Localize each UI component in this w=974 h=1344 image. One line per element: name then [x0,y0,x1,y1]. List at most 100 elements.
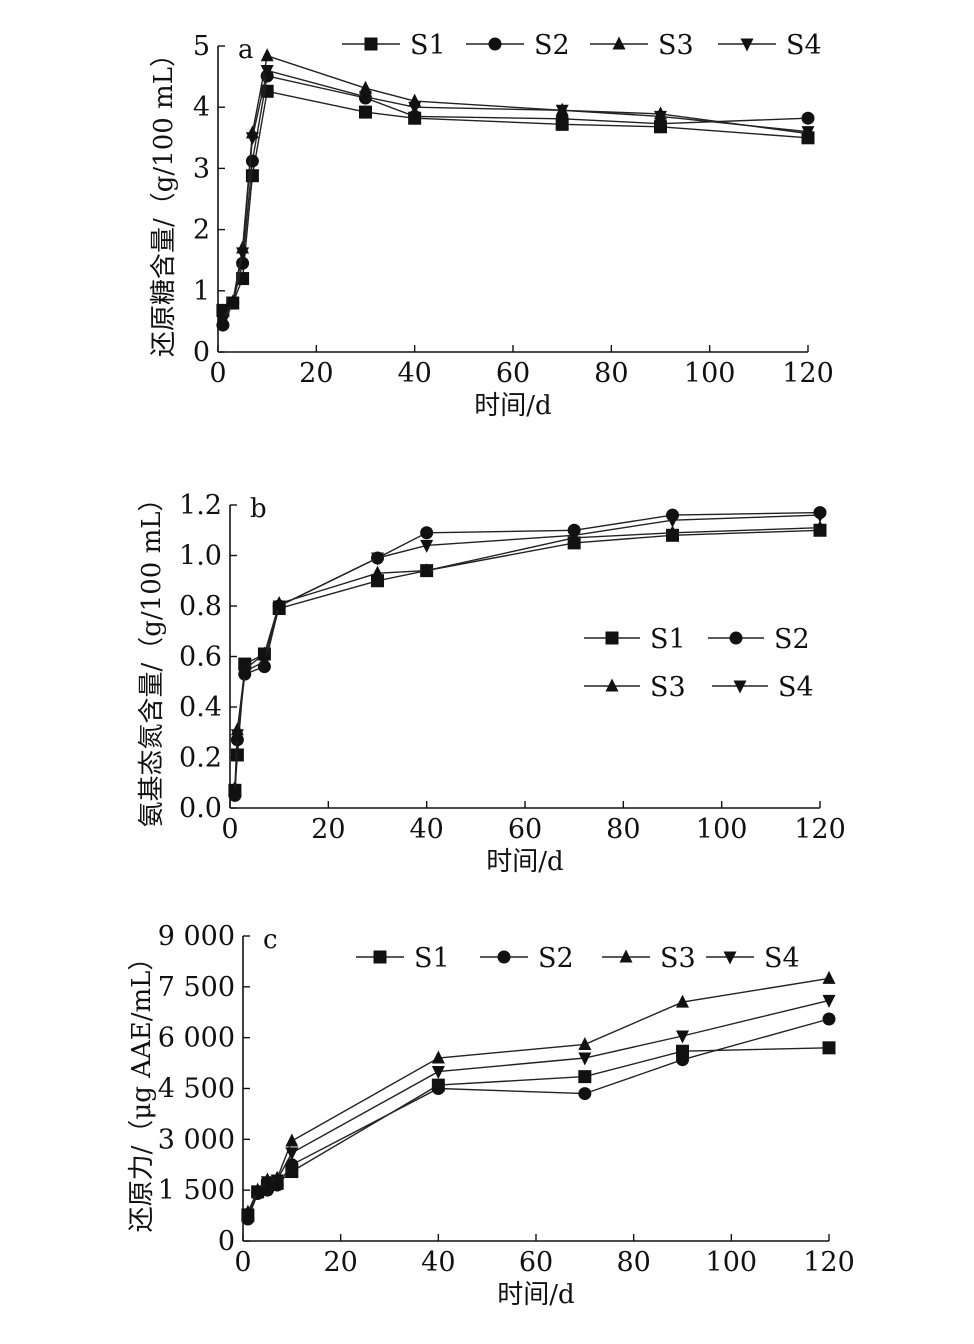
x-tick-label: 40 [409,814,443,845]
data-point-s4 [216,315,230,329]
x-tick-label: 60 [508,814,542,845]
x-tick-label: 0 [234,1247,251,1278]
legend-item-s4: S4 [712,672,814,703]
legend-label: S4 [786,30,822,61]
data-point-s4 [260,64,274,78]
y-tick-label: 0.2 [179,743,222,774]
data-point-s3 [431,1050,445,1064]
data-point-s3 [666,525,679,539]
data-point-s4 [801,126,815,140]
legend-item-s3: S3 [590,30,694,61]
data-point-s4 [371,552,384,566]
series-line-s3 [247,977,830,1213]
data-point-s4 [420,539,434,553]
panel-letter: c [263,925,278,955]
chart-panel-a: 0 20 40 60 80 100 120 0 1 2 3 4 5 时间/d 还原糖含量/（g/100 mL… [149,30,834,421]
x-tick-label: 40 [421,1247,455,1278]
series-line-s1 [222,90,809,311]
series-line-s2 [234,511,821,796]
x-tick-label: 0 [221,814,238,845]
x-tick-label: 100 [706,1247,758,1278]
legend-marker [488,37,502,51]
legend-marker [364,37,378,51]
chart-panel-b: 0 20 40 60 80 100 120 0.0 0.2 0.4 0.6 0.8 1.0 1.2 时间/d… [137,486,846,877]
legend-label: S3 [658,30,694,61]
series-s3 [216,48,815,325]
data-point-s2 [801,111,815,125]
y-tick-label: 1.2 [179,490,222,521]
y-tick-label: 2 [193,215,210,246]
data-point-s4 [236,247,250,261]
data-point-s3 [260,48,274,62]
data-point-s2 [260,1183,274,1197]
x-tick-label: 80 [606,814,640,845]
data-point-s4 [666,514,679,528]
x-tick-label: 80 [594,358,628,389]
series-s1 [216,84,815,317]
series-s1 [228,523,827,797]
series-line-s3 [222,54,809,320]
legend-item-s4: S4 [706,943,800,974]
data-point-s3 [359,80,372,94]
data-point-s2 [285,1158,299,1172]
y-axis-label: 还原糖含量/（g/100 mL） [149,41,179,357]
legend-label: S1 [410,30,446,61]
data-point-s4 [260,1176,274,1190]
data-point-s4 [272,600,286,614]
legend-item-s1: S1 [356,943,450,974]
data-point-s2 [676,1053,689,1067]
data-point-s4 [555,104,569,118]
legend-label: S3 [660,943,696,974]
data-point-s4 [359,91,372,105]
legend-label: S1 [650,624,686,655]
y-tick-label: 4 500 [158,1074,235,1105]
legend-label: S3 [650,672,686,703]
x-axis-label: 时间/d [486,847,563,877]
data-point-s4 [241,1208,255,1222]
y-tick-label: 0 [218,1226,235,1257]
data-point-s1 [359,105,372,119]
y-tick-label: 9 000 [158,921,235,952]
series-line-s4 [222,69,809,322]
data-point-s1 [578,1070,592,1084]
data-point-s2 [822,1012,836,1026]
data-point-s3 [822,970,836,984]
data-point-s4 [676,1030,689,1044]
y-tick-label: 1 [193,276,210,307]
data-point-s4 [251,1186,265,1200]
x-tick-label: 100 [684,358,736,389]
chart-panel-c: 0 20 40 60 80 100 120 0 1 500 3 000 4 500 6 000 7 50… [127,921,855,1310]
legend-label: S1 [414,943,450,974]
y-axis-label: 氨基态氮含量/（g/100 mL） [137,486,167,828]
y-tick-label: 0.4 [179,692,222,723]
legend-item-s2: S2 [466,30,570,61]
series-line-s3 [234,527,821,788]
legend-item-s1: S1 [342,30,446,61]
data-point-s2 [578,1087,592,1101]
legend-label: S2 [774,624,810,655]
data-point-s4 [285,1147,299,1161]
data-point-s4 [245,132,259,146]
data-point-s4 [270,1174,284,1188]
data-point-s3 [285,1133,299,1147]
data-point-s1 [822,1041,836,1055]
legend-marker [740,38,754,52]
data-point-s3 [420,563,434,577]
x-axis-label: 时间/d [474,391,551,421]
data-point-s3 [813,520,827,534]
y-tick-label: 0.0 [179,793,222,824]
legend-marker [612,36,626,50]
y-tick-label: 6 000 [158,1023,235,1054]
series-s4 [241,994,836,1222]
data-point-s2 [245,154,259,168]
series-line-s2 [222,75,809,326]
legend-item-s3: S3 [584,672,686,703]
data-point-s2 [420,526,434,540]
legend-marker [729,631,743,645]
series-s4 [216,64,815,329]
data-point-s4 [431,1066,445,1080]
y-tick-label: 3 [193,153,210,184]
legend-item-s2: S2 [708,624,810,655]
x-tick-label: 80 [616,1247,650,1278]
x-tick-label: 100 [696,814,748,845]
